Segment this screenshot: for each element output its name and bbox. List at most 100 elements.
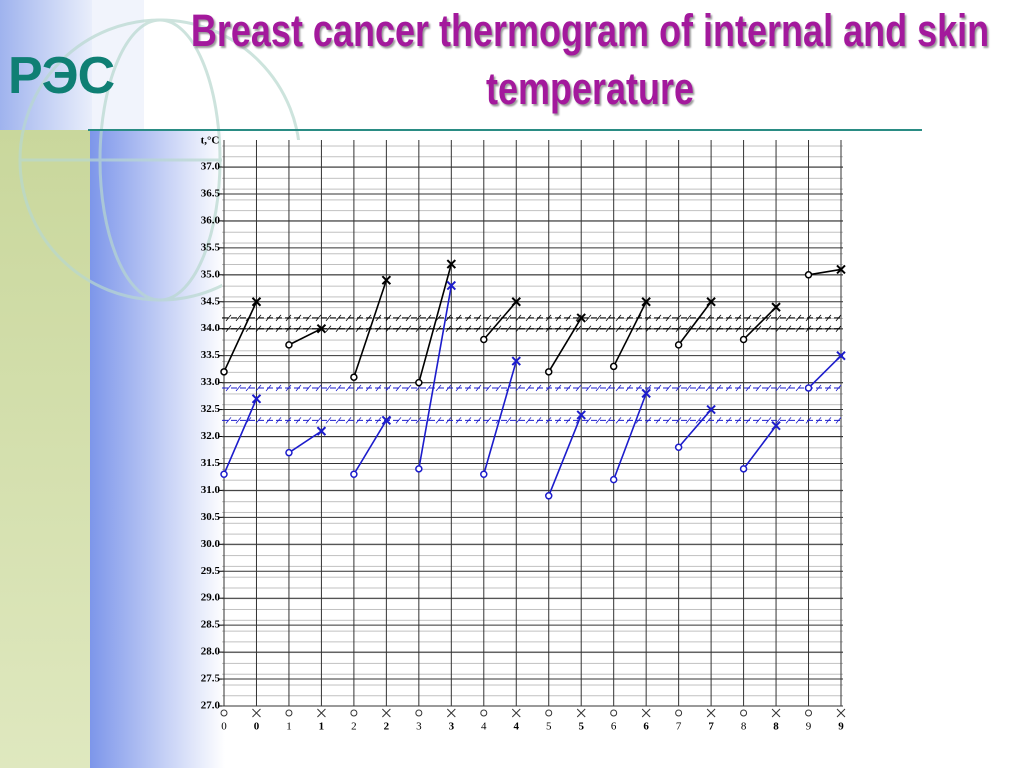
- hatch: [815, 314, 822, 322]
- y-tick-label: 27.0: [201, 700, 221, 712]
- hatch: [285, 314, 292, 322]
- point-cross: [576, 313, 586, 323]
- hatch: [555, 384, 562, 392]
- x-tick-label: 1: [286, 721, 292, 733]
- chart-title: Breast cancer thermogram of internal and…: [190, 5, 990, 114]
- hatch: [665, 384, 672, 392]
- x-marker-symbol: [382, 708, 391, 718]
- hatch: [775, 314, 782, 322]
- hatch: [795, 417, 802, 424]
- hatch: [805, 325, 812, 332]
- hatch: [715, 325, 722, 332]
- point-cross: [316, 426, 327, 436]
- hatch: [675, 314, 682, 322]
- y-tick-label: 37.0: [201, 161, 221, 173]
- series-segment: [418, 263, 453, 383]
- series-segment: [288, 327, 322, 346]
- hatch: [235, 314, 242, 322]
- point-circle: [220, 470, 228, 478]
- x-tick-label: 7: [676, 721, 682, 733]
- hatch: [805, 314, 812, 322]
- hatch: [745, 417, 752, 424]
- hatch: [705, 325, 712, 332]
- hatch: [565, 417, 572, 424]
- y-axis-label: t,°C: [201, 135, 220, 147]
- point-cross: [706, 404, 716, 415]
- hatch: [615, 384, 622, 392]
- point-cross: [511, 297, 521, 307]
- hatch: [545, 325, 552, 332]
- hatch: [825, 384, 832, 392]
- hatch: [585, 325, 592, 332]
- hatch: [665, 325, 672, 332]
- point-circle: [285, 448, 293, 457]
- y-tick-label: 28.0: [201, 646, 221, 658]
- x-marker-symbol: [641, 708, 651, 718]
- hatch: [635, 384, 642, 392]
- hatch: [815, 325, 822, 332]
- point-cross: [641, 388, 651, 399]
- hatch: [385, 325, 392, 332]
- y-tick-label: 30.5: [201, 511, 221, 523]
- y-tick-label: 34.0: [201, 322, 221, 334]
- point-circle: [415, 378, 423, 387]
- hatch: [465, 384, 472, 392]
- hatch: [645, 314, 652, 322]
- series-segment: [353, 419, 388, 475]
- hatch: [795, 314, 802, 322]
- x-marker-symbol: [675, 709, 683, 717]
- hatch: [565, 384, 572, 392]
- series-segment: [742, 425, 777, 470]
- hatch: [385, 384, 392, 392]
- hatch: [575, 384, 582, 392]
- hatch: [725, 325, 732, 332]
- hatch: [345, 314, 352, 322]
- hatch: [715, 384, 722, 392]
- hatch: [265, 384, 272, 392]
- hatch: [695, 384, 702, 392]
- hatch: [365, 314, 372, 322]
- hatch: [695, 325, 702, 332]
- hatch: [565, 314, 572, 322]
- hatch: [775, 325, 782, 332]
- hatch: [755, 417, 762, 424]
- hatch: [295, 417, 302, 424]
- x-marker-symbol: [446, 708, 456, 718]
- hatch: [595, 314, 602, 322]
- hatch: [475, 314, 482, 322]
- corner-band: [0, 0, 92, 130]
- series-segment: [808, 268, 842, 276]
- hatch: [405, 384, 412, 392]
- x-tick-label: 8: [773, 721, 779, 733]
- hatch: [375, 325, 382, 332]
- hatch: [735, 325, 742, 332]
- hatch: [285, 325, 292, 332]
- point-circle: [480, 470, 488, 478]
- hatch: [815, 384, 822, 392]
- hatch: [635, 325, 642, 332]
- point-circle: [285, 341, 293, 349]
- hatch: [645, 325, 652, 332]
- hatch: [555, 417, 562, 424]
- hatch: [225, 417, 232, 424]
- x-tick-label: 4: [514, 721, 520, 733]
- hatch: [685, 325, 692, 332]
- hatch: [295, 314, 302, 322]
- hatch: [775, 384, 782, 392]
- hatch: [615, 325, 622, 332]
- hatch: [315, 314, 322, 322]
- series-segment: [418, 285, 453, 469]
- hatch: [675, 384, 682, 392]
- hatch: [305, 314, 312, 322]
- hatch: [525, 417, 532, 424]
- hatch: [785, 384, 792, 392]
- hatch: [435, 384, 442, 392]
- hatch: [675, 325, 682, 332]
- hatch: [265, 325, 272, 332]
- hatch: [685, 417, 692, 424]
- hatch: [475, 417, 482, 424]
- hatch: [385, 417, 392, 424]
- hatch: [545, 384, 552, 392]
